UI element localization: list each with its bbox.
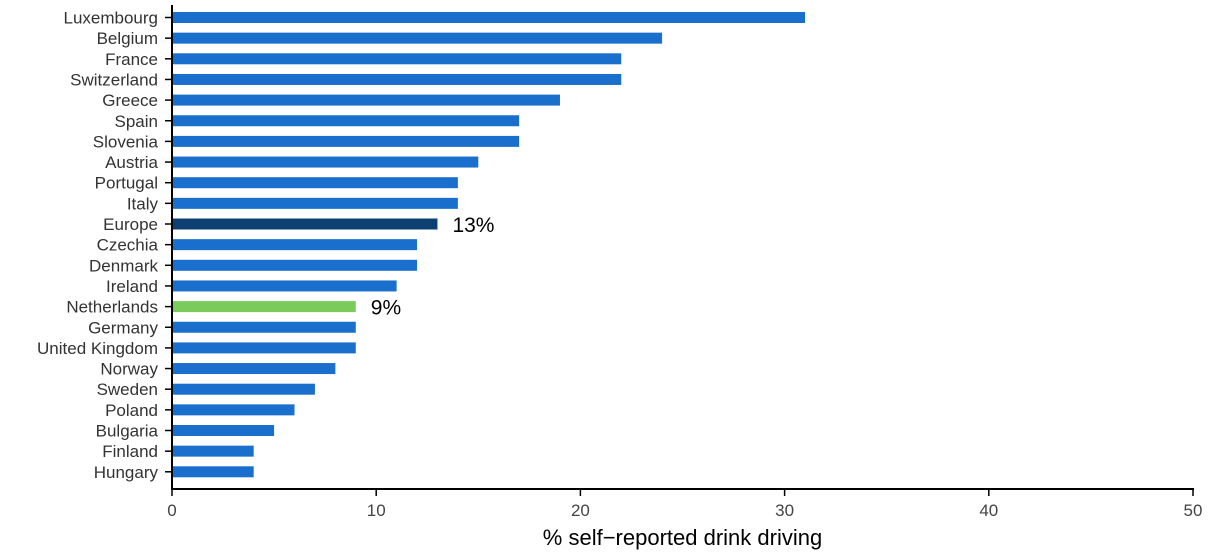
category-label-united-kingdom: United Kingdom (37, 339, 158, 358)
bar-portugal (172, 177, 458, 189)
bar-spain (172, 115, 520, 127)
bar-finland (172, 445, 254, 457)
category-label-portugal: Portugal (95, 174, 158, 193)
category-label-europe: Europe (103, 215, 158, 234)
category-label-slovenia: Slovenia (93, 132, 159, 151)
category-label-germany: Germany (88, 318, 158, 337)
bar-greece (172, 94, 560, 106)
x-tick-label-30: 30 (775, 501, 794, 520)
bar-czechia (172, 239, 418, 251)
category-label-bulgaria: Bulgaria (96, 422, 159, 441)
bar-hungary (172, 466, 254, 478)
bar-bulgaria (172, 425, 275, 436)
bar-switzerland (172, 73, 622, 85)
bars-group (172, 12, 806, 478)
category-label-norway: Norway (100, 360, 158, 379)
y-axis-ticks (165, 16, 172, 473)
bar-germany (172, 321, 356, 333)
data-labels: 13% 9% (371, 214, 495, 320)
category-label-denmark: Denmark (89, 256, 158, 275)
x-axis-title: % self−reported drink driving (543, 525, 822, 550)
category-label-france: France (105, 50, 158, 69)
category-label-greece: Greece (102, 91, 158, 110)
category-label-hungary: Hungary (94, 463, 159, 482)
category-label-ireland: Ireland (106, 277, 158, 296)
category-label-poland: Poland (105, 401, 158, 420)
category-label-italy: Italy (127, 194, 159, 213)
bar-poland (172, 404, 295, 416)
category-label-finland: Finland (102, 442, 158, 461)
bar-netherlands (172, 301, 356, 313)
category-label-netherlands: Netherlands (66, 298, 158, 317)
x-tick-label-20: 20 (571, 501, 590, 520)
x-tick-label-40: 40 (979, 501, 998, 520)
bar-slovenia (172, 135, 520, 147)
data-label-europe: 13% (452, 214, 494, 237)
data-label-netherlands: 9% (371, 297, 401, 320)
bar-united-kingdom (172, 342, 356, 354)
x-tick-label-0: 0 (167, 501, 176, 520)
bar-belgium (172, 32, 663, 44)
category-label-spain: Spain (115, 112, 158, 131)
x-axis-ticks: 0 10 20 30 40 50 (167, 489, 1202, 520)
bar-norway (172, 363, 336, 375)
bar-france (172, 53, 622, 65)
bar-ireland (172, 280, 397, 292)
category-label-belgium: Belgium (97, 29, 158, 48)
x-tick-label-50: 50 (1184, 501, 1203, 520)
bar-denmark (172, 259, 418, 271)
bar-sweden (172, 383, 315, 395)
bar-italy (172, 197, 458, 209)
category-label-luxembourg: Luxembourg (63, 9, 158, 28)
bar-europe (172, 218, 438, 230)
category-label-czechia: Czechia (97, 236, 159, 255)
category-label-sweden: Sweden (97, 380, 158, 399)
bar-austria (172, 156, 479, 168)
x-tick-label-10: 10 (367, 501, 386, 520)
bar-luxembourg (172, 12, 806, 23)
category-label-switzerland: Switzerland (70, 70, 158, 89)
category-label-austria: Austria (105, 153, 158, 172)
